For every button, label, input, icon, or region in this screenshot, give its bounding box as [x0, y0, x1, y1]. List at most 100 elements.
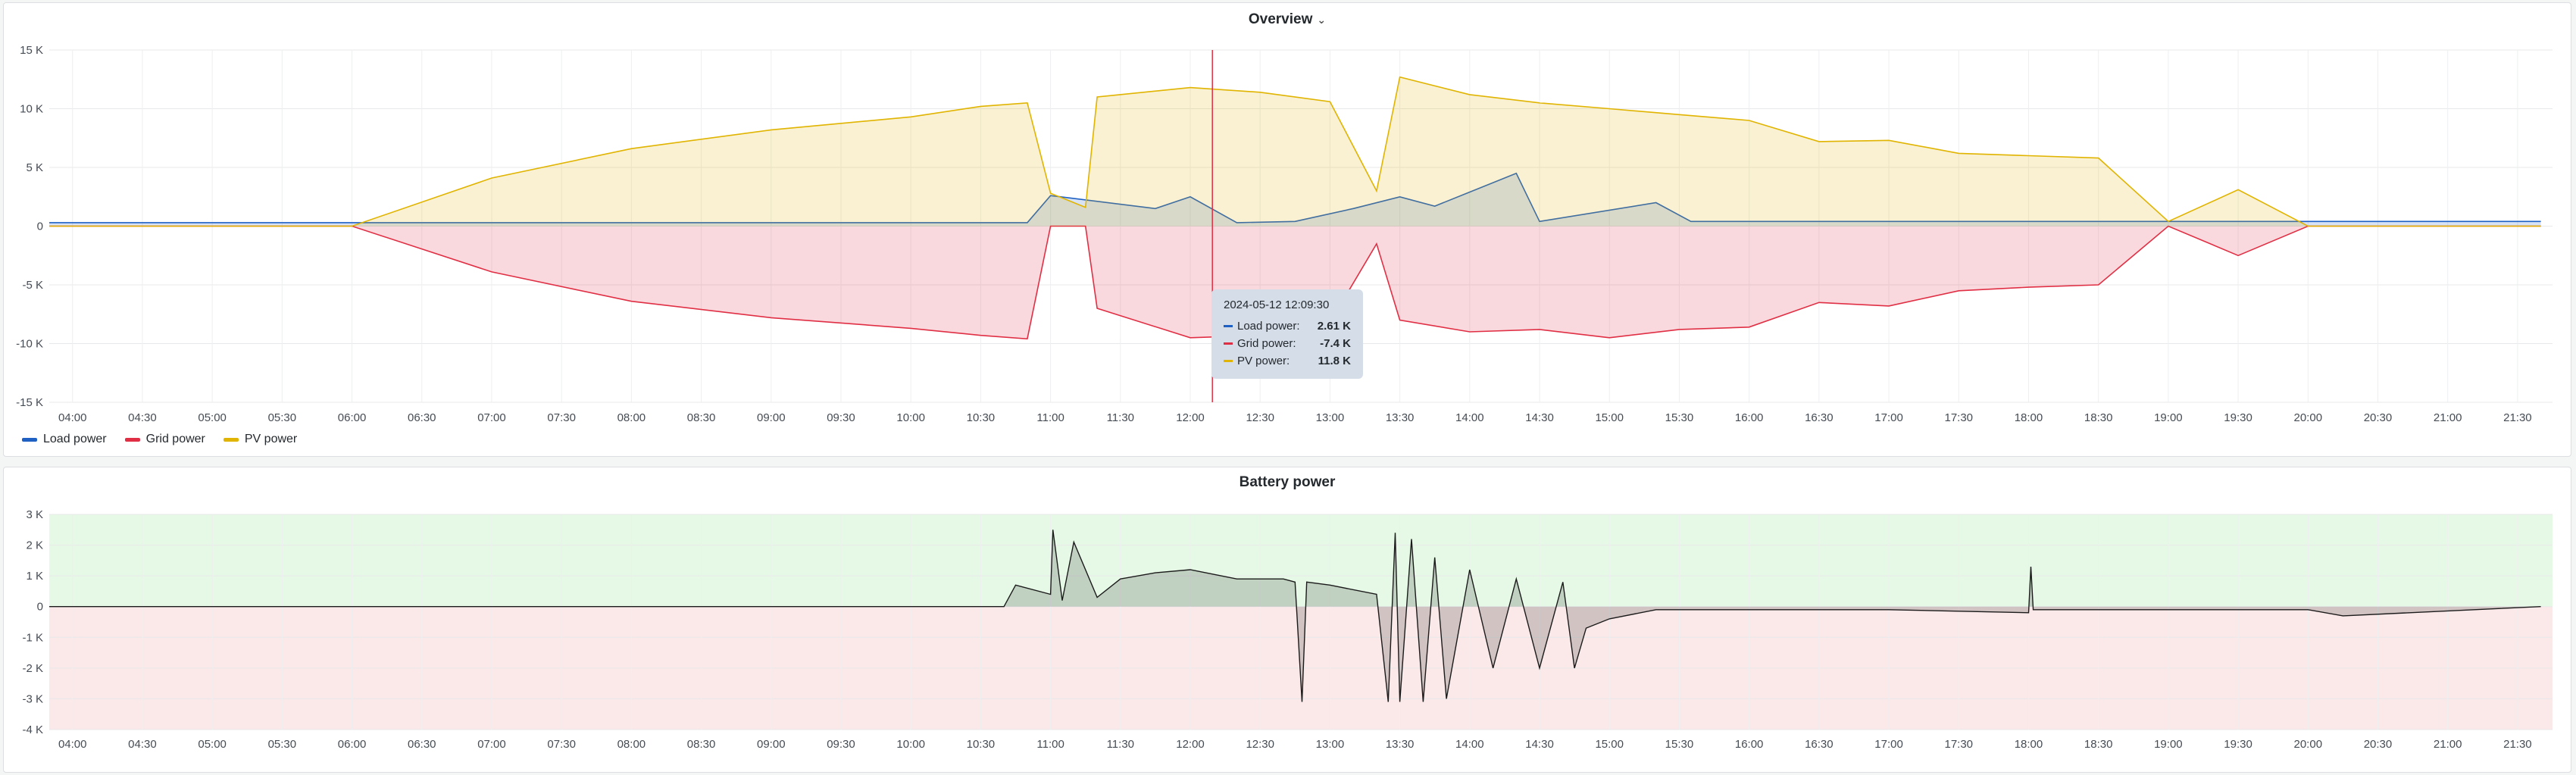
x-tick-label: 19:00 — [2154, 738, 2183, 751]
x-tick-label: 15:30 — [1665, 411, 1694, 424]
x-tick-label: 18:00 — [2015, 738, 2043, 751]
x-tick-label: 19:00 — [2154, 411, 2183, 424]
legend-label: Load power — [43, 433, 107, 445]
tooltip-label: Load power: — [1237, 320, 1300, 333]
tooltip-value: -7.4 K — [1320, 337, 1351, 350]
x-tick-label: 07:30 — [547, 738, 576, 751]
threshold-band — [49, 514, 2553, 607]
series-line — [49, 530, 2541, 702]
x-tick-label: 09:30 — [827, 411, 855, 424]
x-tick-label: 18:00 — [2015, 411, 2043, 424]
x-tick-label: 13:30 — [1386, 411, 1415, 424]
y-tick-label: -5 K — [22, 279, 43, 292]
x-tick-label: 17:30 — [1944, 738, 1973, 751]
y-tick-label: -10 K — [16, 338, 43, 351]
series-area — [49, 77, 2541, 227]
x-tick-label: 17:00 — [1874, 738, 1903, 751]
x-tick-label: 18:30 — [2084, 411, 2113, 424]
y-tick-label: -4 K — [22, 723, 43, 736]
overview-legend: Load power Grid power PV power — [22, 433, 297, 446]
x-tick-label: 04:00 — [58, 411, 87, 424]
legend-swatch — [124, 437, 140, 442]
battery-panel: Battery power 3 K 2 K 1 K 0 -1 K -2 K -3 K -4 K… — [3, 467, 2571, 773]
overview-panel-title[interactable]: Overview ⌄ — [4, 11, 2571, 28]
x-tick-label: 14:30 — [1525, 411, 1554, 424]
series-area — [49, 226, 2541, 339]
x-tick-label: 15:00 — [1595, 411, 1624, 424]
overview-chart[interactable]: 15 K 10 K 5 K 0 -5 K -10 K -15 K 04:00 04:30 05:0… — [4, 3, 2572, 458]
x-tick-label: 10:30 — [967, 411, 996, 424]
x-tick-label: 19:30 — [2224, 738, 2252, 751]
chevron-down-icon[interactable]: ⌄ — [1317, 14, 1327, 26]
x-tick-label: 06:00 — [338, 411, 367, 424]
x-tick-label: 12:00 — [1176, 738, 1205, 751]
x-tick-label: 13:00 — [1316, 411, 1345, 424]
x-tick-label: 12:30 — [1246, 738, 1274, 751]
x-tick-label: 07:30 — [547, 411, 576, 424]
tooltip-time: 2024-05-12 12:09:30 — [1224, 298, 1330, 311]
x-tick-label: 11:30 — [1107, 411, 1134, 424]
y-tick-label: -3 K — [22, 692, 43, 705]
y-tick-label: 0 — [37, 220, 43, 233]
x-tick-label: 20:30 — [2364, 411, 2393, 424]
hover-tooltip: 2024-05-12 12:09:30 Load power: 2.61 K G… — [1211, 289, 1363, 379]
legend-item-load-power[interactable]: Load power — [22, 433, 107, 446]
x-tick-label: 08:00 — [617, 411, 646, 424]
x-tick-label: 07:00 — [477, 738, 506, 751]
series-line — [49, 225, 2541, 340]
x-tick-label: 18:30 — [2084, 738, 2113, 751]
tooltip-value: 11.8 K — [1318, 355, 1351, 367]
x-tick-label: 10:00 — [896, 411, 925, 424]
x-tick-label: 10:00 — [896, 738, 925, 751]
x-tick-label: 10:30 — [967, 738, 996, 751]
tooltip-label: Grid power: — [1237, 337, 1296, 350]
x-tick-label: 06:30 — [408, 738, 436, 751]
x-tick-label: 08:30 — [687, 738, 716, 751]
x-tick-label: 07:00 — [477, 411, 506, 424]
x-tick-label: 09:30 — [827, 738, 855, 751]
x-tick-label: 13:30 — [1386, 738, 1415, 751]
legend-label: PV power — [244, 433, 298, 445]
y-tick-label: 10 K — [20, 103, 43, 116]
x-tick-label: 05:00 — [198, 738, 227, 751]
legend-swatch — [22, 437, 37, 442]
x-tick-label: 15:00 — [1595, 738, 1624, 751]
x-tick-label: 13:00 — [1316, 738, 1345, 751]
x-tick-label: 11:00 — [1036, 411, 1064, 424]
y-tick-label: 5 K — [26, 161, 43, 174]
x-tick-label: 04:30 — [128, 738, 157, 751]
legend-item-pv-power[interactable]: PV power — [223, 433, 298, 446]
x-tick-label: 16:30 — [1805, 411, 1834, 424]
tooltip-swatch — [1224, 360, 1233, 362]
y-tick-label: 15 K — [20, 44, 43, 57]
x-tick-label: 21:30 — [2503, 738, 2532, 751]
x-tick-label: 20:00 — [2294, 738, 2323, 751]
tooltip-value: 2.61 K — [1317, 320, 1351, 333]
x-tick-label: 21:00 — [2434, 411, 2462, 424]
x-tick-label: 08:00 — [617, 738, 646, 751]
x-tick-label: 14:00 — [1455, 738, 1484, 751]
x-tick-label: 20:00 — [2294, 411, 2323, 424]
legend-item-grid-power[interactable]: Grid power — [124, 433, 205, 446]
x-tick-label: 04:30 — [128, 411, 157, 424]
tooltip-label: PV power: — [1237, 355, 1290, 367]
tooltip-row-grid: Grid power: -7.4 K — [1224, 335, 1351, 352]
series-line — [49, 76, 2541, 227]
x-tick-label: 14:00 — [1455, 411, 1484, 424]
tooltip-row-pv: PV power: 11.8 K — [1224, 352, 1351, 370]
y-tick-label: -15 K — [16, 396, 43, 409]
x-tick-label: 09:00 — [757, 411, 786, 424]
x-tick-label: 09:00 — [757, 738, 786, 751]
x-tick-label: 20:30 — [2364, 738, 2393, 751]
legend-swatch — [223, 437, 239, 442]
battery-panel-title[interactable]: Battery power — [1239, 474, 1336, 490]
x-tick-label: 05:30 — [268, 738, 297, 751]
y-tick-label: 0 — [37, 601, 43, 614]
battery-chart[interactable]: 3 K 2 K 1 K 0 -1 K -2 K -3 K -4 K 04:00 04:30 05:0… — [4, 467, 2572, 773]
tooltip-swatch — [1224, 342, 1233, 345]
overview-panel: Overview ⌄ 15 K 10 K 5 K 0 -5 K -10 K -15 K 04:0… — [3, 2, 2571, 457]
y-tick-label: -2 K — [22, 662, 43, 675]
x-tick-label: 11:30 — [1107, 738, 1134, 751]
y-tick-label: -1 K — [22, 631, 43, 644]
x-tick-label: 06:00 — [338, 738, 367, 751]
